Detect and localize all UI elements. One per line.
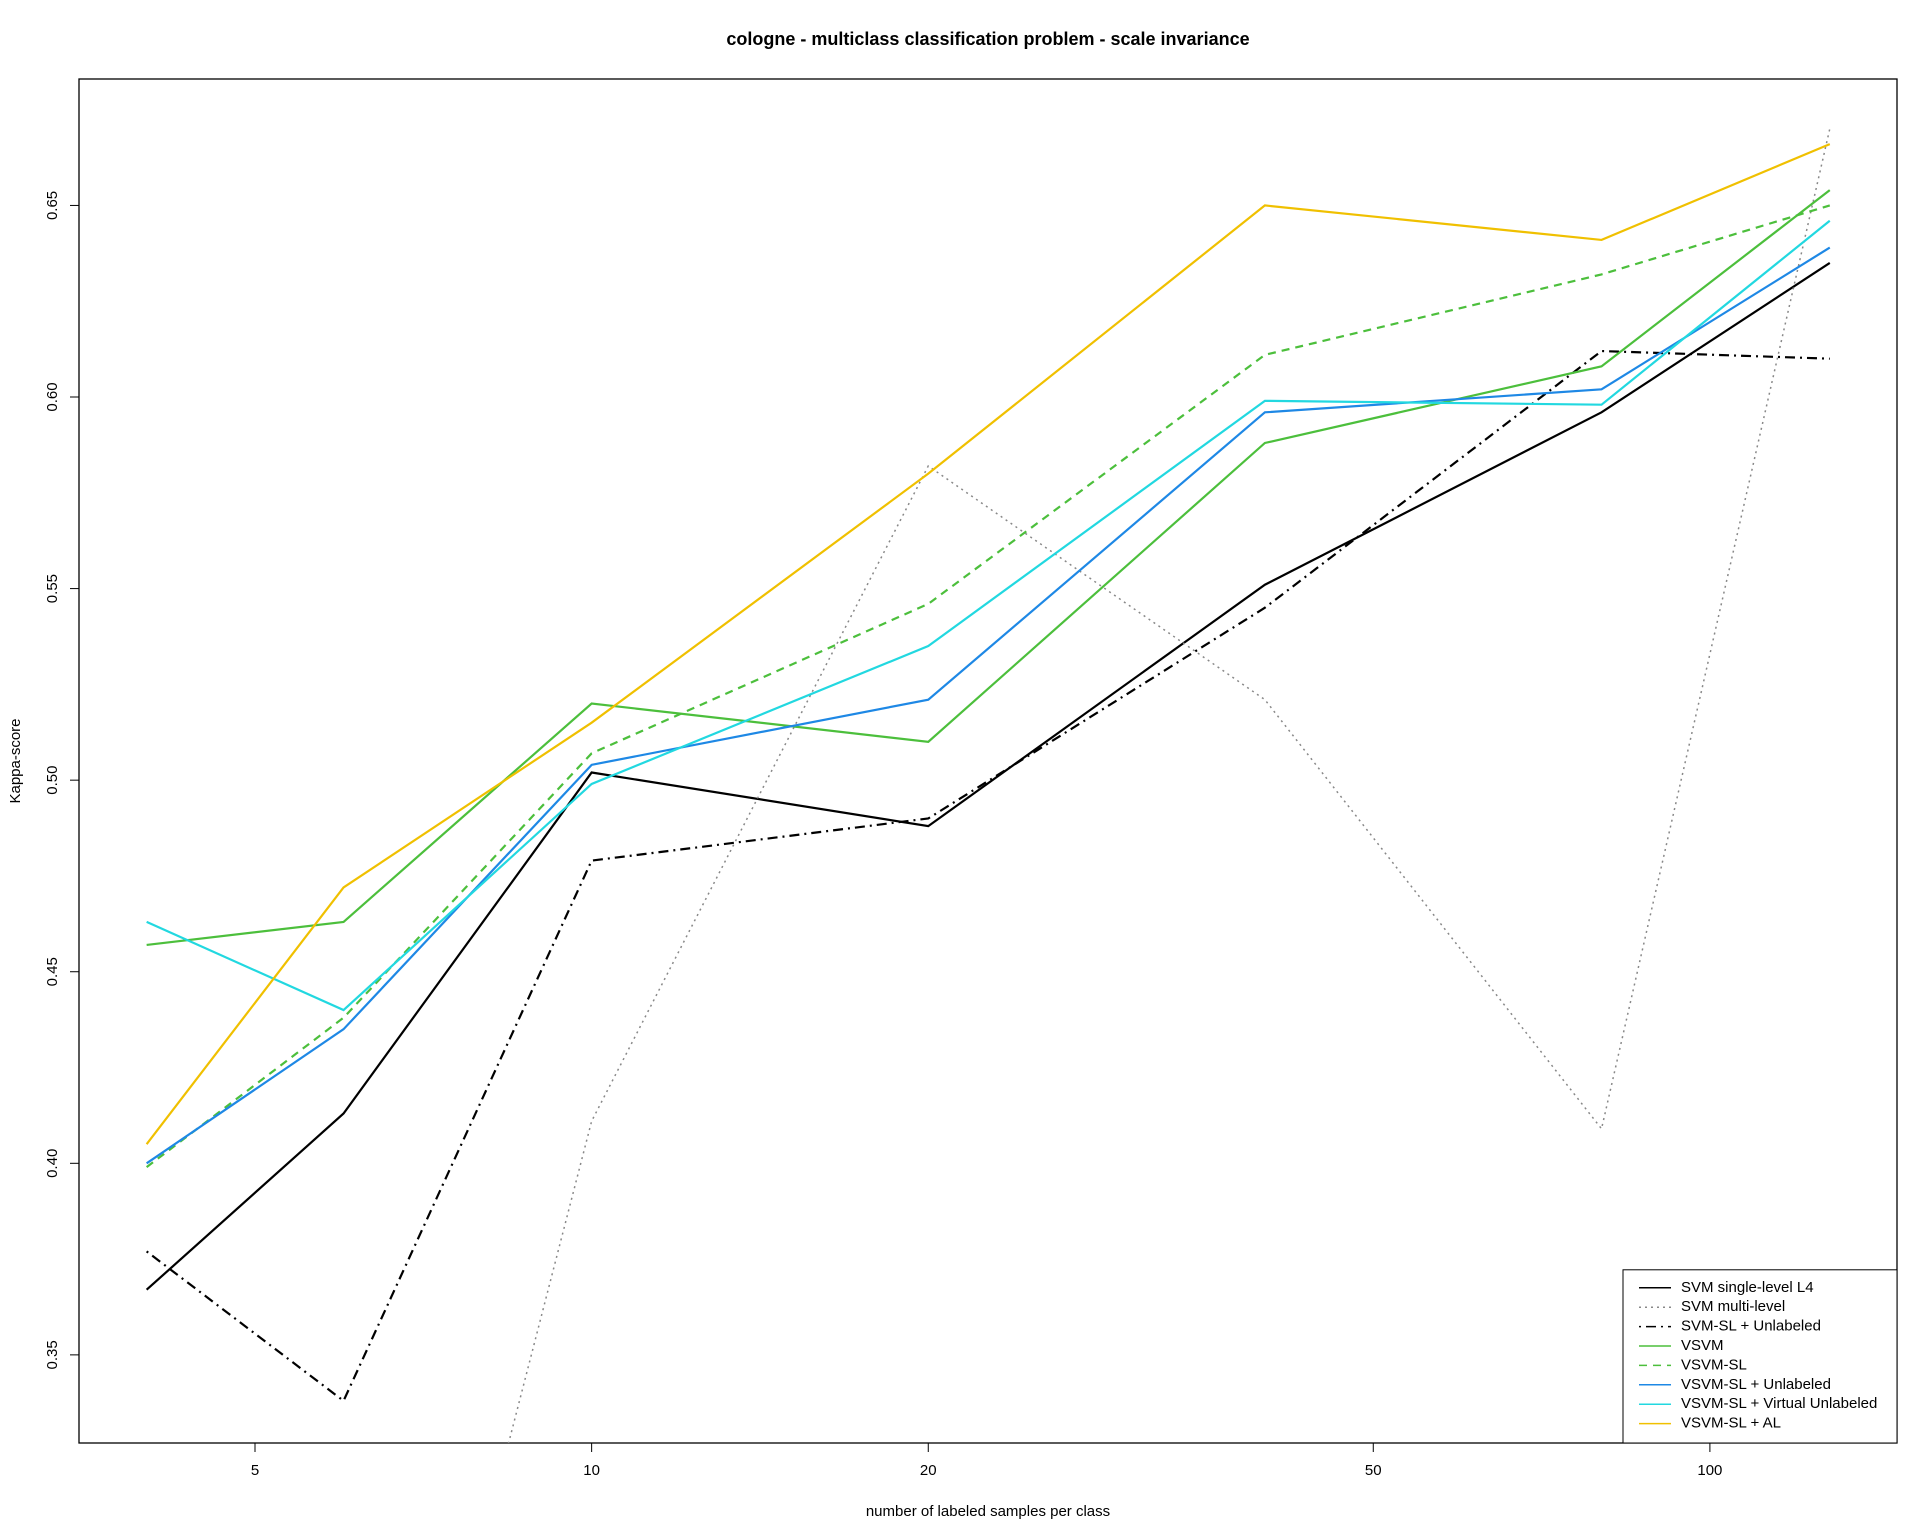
y-tick-label: 0.40: [44, 1149, 61, 1178]
y-tick-label: 0.60: [44, 382, 61, 411]
legend-label: VSVM-SL + Unlabeled: [1681, 1376, 1831, 1393]
legend-label: VSVM: [1681, 1337, 1724, 1354]
series-line: [145, 143, 1831, 1145]
x-tick-label: 100: [1697, 1462, 1722, 1479]
chart-title: cologne - multiclass classification prob…: [726, 29, 1249, 49]
legend-box: [1622, 1269, 1898, 1444]
x-tick-label: 50: [1365, 1462, 1382, 1479]
series-line: [146, 219, 1831, 1012]
legend-label: SVM multi-level: [1681, 1298, 1785, 1315]
plot-frame: [78, 78, 1898, 1444]
x-axis-label: number of labeled samples per class: [866, 1503, 1110, 1520]
x-tick-label: 10: [583, 1462, 600, 1479]
series-line: [145, 204, 1831, 1169]
y-tick-label: 0.35: [44, 1340, 61, 1369]
legend-label: VSVM-SL: [1681, 1356, 1747, 1373]
legend-label: VSVM-SL + Virtual Unlabeled: [1681, 1395, 1877, 1412]
y-tick-label: 0.55: [44, 574, 61, 603]
y-axis-label: Kappa-score: [7, 718, 24, 803]
legend-label: SVM single-level L4: [1681, 1279, 1814, 1296]
series-line: [507, 128, 1831, 1443]
legend-label: SVM-SL + Unlabeled: [1681, 1318, 1821, 1335]
series-line: [146, 246, 1831, 1165]
y-tick-label: 0.65: [44, 191, 61, 220]
y-tick-label: 0.45: [44, 957, 61, 986]
plot-area: [145, 128, 1831, 1443]
series-line: [146, 189, 1831, 947]
series-line: [145, 349, 1830, 1403]
legend-label: VSVM-SL + AL: [1681, 1415, 1781, 1432]
series-line: [145, 261, 1831, 1291]
x-tick-label: 5: [251, 1462, 259, 1479]
x-tick-label: 20: [920, 1462, 937, 1479]
y-tick-label: 0.50: [44, 766, 61, 795]
